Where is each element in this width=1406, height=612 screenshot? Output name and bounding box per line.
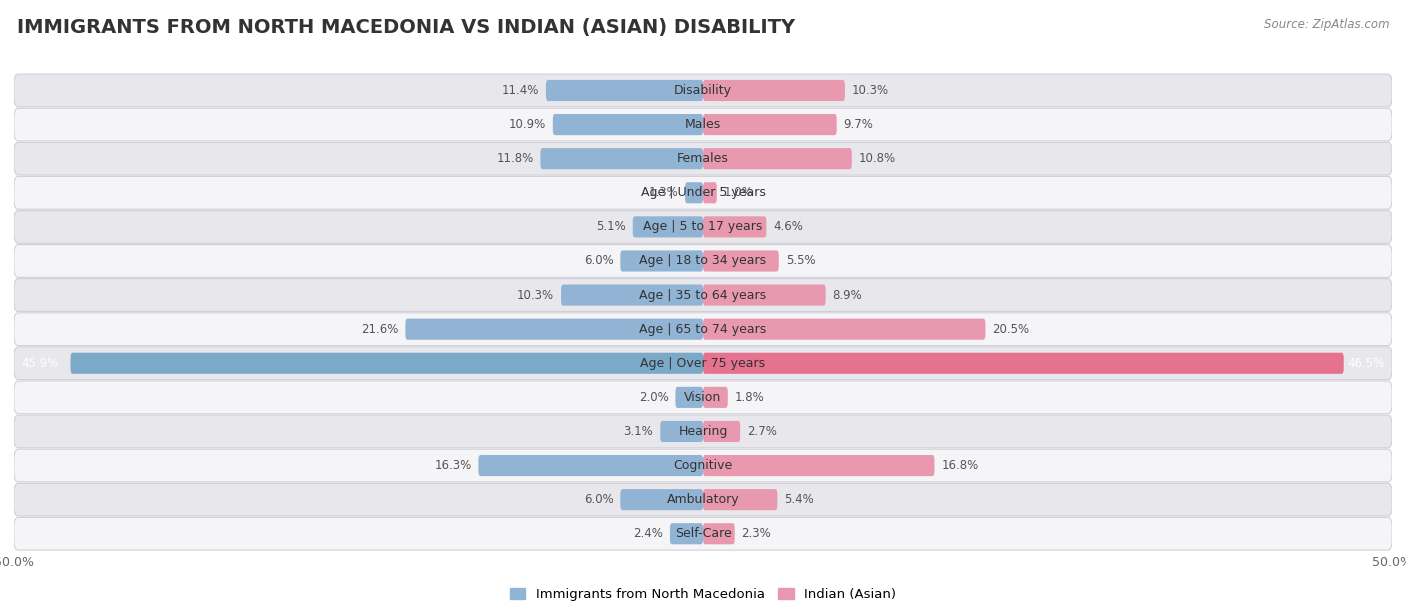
FancyBboxPatch shape [669, 523, 703, 544]
FancyBboxPatch shape [14, 278, 1392, 312]
Text: Disability: Disability [673, 84, 733, 97]
FancyBboxPatch shape [633, 216, 703, 237]
Text: Males: Males [685, 118, 721, 131]
Text: 1.8%: 1.8% [735, 391, 765, 404]
FancyBboxPatch shape [703, 353, 1344, 374]
Text: 4.6%: 4.6% [773, 220, 803, 233]
FancyBboxPatch shape [14, 211, 1392, 243]
Text: Age | 5 to 17 years: Age | 5 to 17 years [644, 220, 762, 233]
FancyBboxPatch shape [703, 250, 779, 272]
FancyBboxPatch shape [703, 216, 766, 237]
Text: Cognitive: Cognitive [673, 459, 733, 472]
FancyBboxPatch shape [703, 285, 825, 305]
Legend: Immigrants from North Macedonia, Indian (Asian): Immigrants from North Macedonia, Indian … [505, 583, 901, 606]
Text: 16.8%: 16.8% [942, 459, 979, 472]
FancyBboxPatch shape [14, 415, 1392, 448]
Text: 2.4%: 2.4% [633, 528, 664, 540]
FancyBboxPatch shape [703, 80, 845, 101]
FancyBboxPatch shape [14, 449, 1392, 482]
Text: 45.9%: 45.9% [21, 357, 58, 370]
Text: IMMIGRANTS FROM NORTH MACEDONIA VS INDIAN (ASIAN) DISABILITY: IMMIGRANTS FROM NORTH MACEDONIA VS INDIA… [17, 18, 794, 37]
Text: 21.6%: 21.6% [361, 323, 398, 335]
FancyBboxPatch shape [14, 347, 1392, 379]
FancyBboxPatch shape [14, 176, 1392, 209]
FancyBboxPatch shape [540, 148, 703, 170]
Text: 2.7%: 2.7% [747, 425, 778, 438]
FancyBboxPatch shape [14, 517, 1392, 550]
Text: 10.3%: 10.3% [517, 289, 554, 302]
FancyBboxPatch shape [14, 483, 1392, 516]
FancyBboxPatch shape [661, 421, 703, 442]
Text: Age | Under 5 years: Age | Under 5 years [641, 186, 765, 200]
Text: Hearing: Hearing [678, 425, 728, 438]
Text: 9.7%: 9.7% [844, 118, 873, 131]
Text: 20.5%: 20.5% [993, 323, 1029, 335]
FancyBboxPatch shape [561, 285, 703, 305]
Text: 10.3%: 10.3% [852, 84, 889, 97]
FancyBboxPatch shape [703, 455, 935, 476]
Text: 1.3%: 1.3% [648, 186, 678, 200]
FancyBboxPatch shape [703, 421, 740, 442]
Text: 5.4%: 5.4% [785, 493, 814, 506]
FancyBboxPatch shape [703, 148, 852, 170]
Text: 8.9%: 8.9% [832, 289, 862, 302]
Text: Self-Care: Self-Care [675, 528, 731, 540]
FancyBboxPatch shape [703, 523, 735, 544]
FancyBboxPatch shape [703, 114, 837, 135]
Text: 11.8%: 11.8% [496, 152, 533, 165]
FancyBboxPatch shape [478, 455, 703, 476]
FancyBboxPatch shape [703, 182, 717, 203]
Text: Source: ZipAtlas.com: Source: ZipAtlas.com [1264, 18, 1389, 31]
FancyBboxPatch shape [675, 387, 703, 408]
FancyBboxPatch shape [703, 387, 728, 408]
Text: Females: Females [678, 152, 728, 165]
Text: 2.0%: 2.0% [638, 391, 669, 404]
FancyBboxPatch shape [685, 182, 703, 203]
FancyBboxPatch shape [14, 381, 1392, 414]
Text: 46.5%: 46.5% [1348, 357, 1385, 370]
Text: 6.0%: 6.0% [583, 255, 613, 267]
FancyBboxPatch shape [14, 74, 1392, 107]
FancyBboxPatch shape [14, 108, 1392, 141]
Text: Age | Over 75 years: Age | Over 75 years [641, 357, 765, 370]
Text: 10.8%: 10.8% [859, 152, 896, 165]
FancyBboxPatch shape [14, 245, 1392, 277]
Text: Age | 35 to 64 years: Age | 35 to 64 years [640, 289, 766, 302]
FancyBboxPatch shape [553, 114, 703, 135]
Text: 11.4%: 11.4% [502, 84, 538, 97]
Text: 3.1%: 3.1% [624, 425, 654, 438]
FancyBboxPatch shape [620, 250, 703, 272]
Text: Ambulatory: Ambulatory [666, 493, 740, 506]
FancyBboxPatch shape [70, 353, 703, 374]
Text: Age | 18 to 34 years: Age | 18 to 34 years [640, 255, 766, 267]
Text: Vision: Vision [685, 391, 721, 404]
Text: 10.9%: 10.9% [509, 118, 546, 131]
Text: 1.0%: 1.0% [724, 186, 754, 200]
FancyBboxPatch shape [14, 143, 1392, 175]
FancyBboxPatch shape [703, 319, 986, 340]
FancyBboxPatch shape [546, 80, 703, 101]
FancyBboxPatch shape [620, 489, 703, 510]
FancyBboxPatch shape [703, 489, 778, 510]
Text: 5.5%: 5.5% [786, 255, 815, 267]
FancyBboxPatch shape [14, 313, 1392, 346]
FancyBboxPatch shape [405, 319, 703, 340]
Text: 6.0%: 6.0% [583, 493, 613, 506]
Text: 16.3%: 16.3% [434, 459, 471, 472]
Text: 5.1%: 5.1% [596, 220, 626, 233]
Text: Age | 65 to 74 years: Age | 65 to 74 years [640, 323, 766, 335]
Text: 2.3%: 2.3% [741, 528, 772, 540]
